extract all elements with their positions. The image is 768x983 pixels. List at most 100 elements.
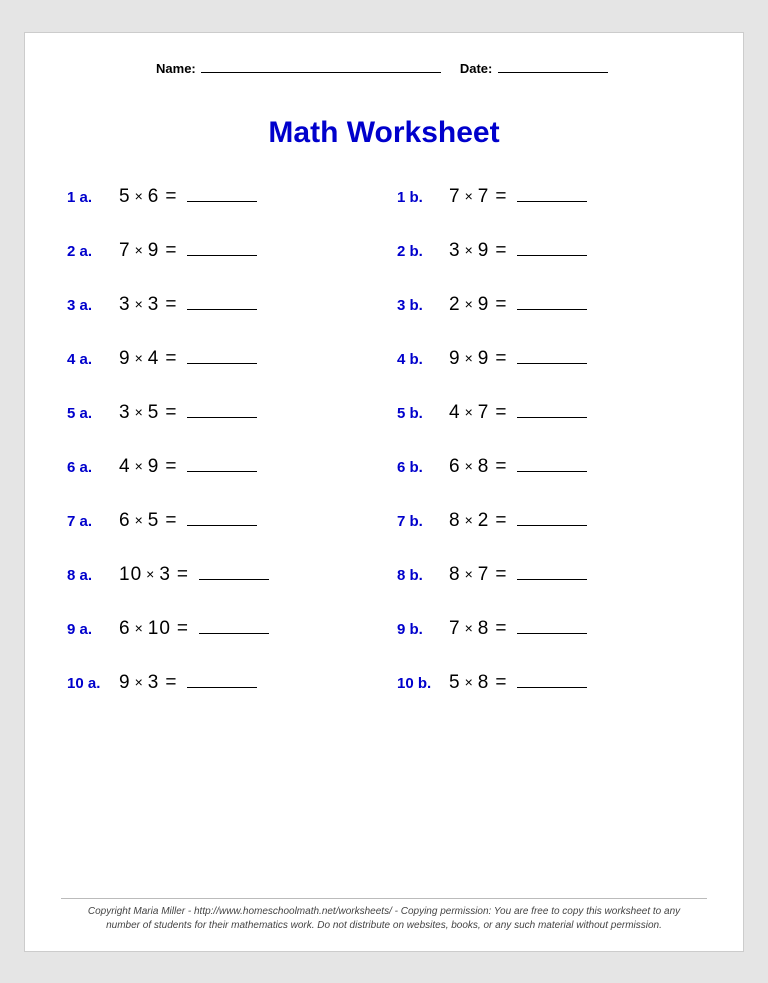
problem-10b: 10 b.5×8= (377, 672, 707, 694)
header-line: Name: Date: (61, 61, 707, 76)
answer-blank[interactable] (187, 516, 257, 526)
equals: = (165, 456, 177, 477)
question-number: 7 a. (67, 513, 119, 530)
answer-blank[interactable] (517, 246, 587, 256)
answer-blank[interactable] (187, 354, 257, 364)
answer-blank[interactable] (517, 678, 587, 688)
equals: = (177, 564, 189, 585)
expression: 4×9= (119, 456, 257, 478)
problem-8b: 8 b.8×7= (377, 564, 707, 586)
lhs: 7 (449, 618, 461, 639)
expression: 7×9= (119, 240, 257, 262)
answer-blank[interactable] (517, 462, 587, 472)
problem-row: 7 a.6×5= 7 b.8×2= (61, 510, 707, 532)
problem-row: 10 a.9×3=10 b.5×8= (61, 672, 707, 694)
equals: = (165, 240, 177, 261)
equals: = (495, 618, 507, 639)
problem-row: 4 a.9×4=4 b.9×9= (61, 348, 707, 370)
rhs: 4 (148, 348, 160, 369)
operator: × (465, 674, 474, 690)
question-number: 8 a. (67, 567, 119, 584)
equals: = (495, 186, 507, 207)
question-number: 2 a. (67, 243, 119, 260)
expression: 2×9= (449, 294, 587, 316)
problems-grid: 1 a.5×6=1 b.7×7=2 a.7×9=2 b.3×9=3 a.3×3=… (61, 186, 707, 898)
operator: × (465, 404, 474, 420)
answer-blank[interactable] (187, 300, 257, 310)
lhs: 8 (449, 510, 461, 531)
problem-3a: 3 a.3×3= (61, 294, 377, 316)
operator: × (135, 620, 144, 636)
answer-blank[interactable] (517, 570, 587, 580)
question-number: 4 b. (397, 351, 449, 368)
problem-6a: 6 a.4×9= (61, 456, 377, 478)
lhs: 3 (119, 402, 131, 423)
problem-row: 5 a.3×5= 5 b.4×7= (61, 402, 707, 424)
expression: 3×5= (119, 402, 257, 424)
rhs: 8 (478, 456, 490, 477)
question-number: 2 b. (397, 243, 449, 260)
answer-blank[interactable] (199, 570, 269, 580)
problem-4a: 4 a.9×4= (61, 348, 377, 370)
rhs: 10 (148, 618, 171, 639)
worksheet-page: Name: Date: Math Worksheet 1 a.5×6=1 b.7… (24, 32, 744, 952)
operator: × (465, 458, 474, 474)
expression: 5×6= (119, 186, 257, 208)
answer-blank[interactable] (187, 678, 257, 688)
answer-blank[interactable] (187, 462, 257, 472)
answer-blank[interactable] (187, 246, 257, 256)
expression: 8×2= (449, 510, 587, 532)
rhs: 8 (478, 618, 490, 639)
answer-blank[interactable] (517, 624, 587, 634)
expression: 7×8= (449, 618, 587, 640)
expression: 6×8= (449, 456, 587, 478)
answer-blank[interactable] (517, 516, 587, 526)
equals: = (165, 348, 177, 369)
equals: = (495, 564, 507, 585)
answer-blank[interactable] (517, 192, 587, 202)
operator: × (135, 512, 144, 528)
answer-blank[interactable] (187, 192, 257, 202)
page-title: Math Worksheet (61, 116, 707, 150)
question-number: 4 a. (67, 351, 119, 368)
rhs: 5 (148, 510, 160, 531)
answer-blank[interactable] (517, 408, 587, 418)
lhs: 5 (119, 186, 131, 207)
lhs: 6 (449, 456, 461, 477)
expression: 6×5= (119, 510, 257, 532)
operator: × (135, 296, 144, 312)
answer-blank[interactable] (187, 408, 257, 418)
problem-2a: 2 a.7×9= (61, 240, 377, 262)
lhs: 2 (449, 294, 461, 315)
footer-line1: Copyright Maria Miller - http://www.home… (61, 905, 707, 919)
question-number: 8 b. (397, 567, 449, 584)
lhs: 5 (449, 672, 461, 693)
problem-10a: 10 a.9×3= (61, 672, 377, 694)
lhs: 4 (449, 402, 461, 423)
expression: 4×7= (449, 402, 587, 424)
problem-7b: 7 b.8×2= (377, 510, 707, 532)
lhs: 7 (119, 240, 131, 261)
question-number: 5 a. (67, 405, 119, 422)
answer-blank[interactable] (517, 300, 587, 310)
rhs: 7 (478, 564, 490, 585)
question-number: 5 b. (397, 405, 449, 422)
problem-9a: 9 a.6×10= (61, 618, 377, 640)
equals: = (495, 240, 507, 261)
answer-blank[interactable] (517, 354, 587, 364)
date-blank[interactable] (498, 61, 608, 73)
equals: = (165, 294, 177, 315)
expression: 6×10= (119, 618, 269, 640)
question-number: 10 a. (67, 675, 119, 692)
equals: = (177, 618, 189, 639)
name-blank[interactable] (201, 61, 441, 73)
footer-line2: number of students for their mathematics… (61, 919, 707, 933)
expression: 9×3= (119, 672, 257, 694)
answer-blank[interactable] (199, 624, 269, 634)
problem-8a: 8 a.10×3= (61, 564, 377, 586)
rhs: 3 (159, 564, 171, 585)
expression: 3×3= (119, 294, 257, 316)
rhs: 3 (148, 294, 160, 315)
equals: = (165, 510, 177, 531)
problem-3b: 3 b.2×9= (377, 294, 707, 316)
